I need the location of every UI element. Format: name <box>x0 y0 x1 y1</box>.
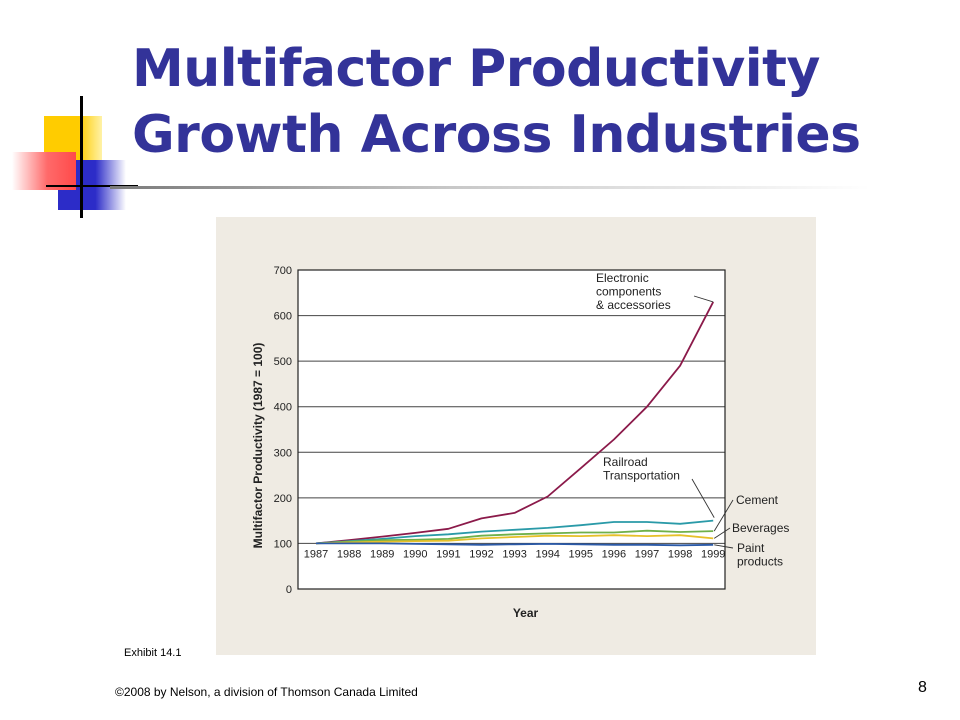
series-label-0: Electronic <box>596 271 649 285</box>
x-tick-label: 1993 <box>502 548 526 560</box>
y-tick-label: 400 <box>274 402 292 414</box>
x-tick-label: 1994 <box>535 548 559 560</box>
series-line-0 <box>315 301 714 545</box>
x-tick-label: 1997 <box>635 548 659 560</box>
exhibit-label: Exhibit 14.1 <box>124 647 182 659</box>
leader-line-0 <box>693 295 714 303</box>
horizontal-line <box>46 185 138 187</box>
x-tick-label: 1996 <box>602 548 626 560</box>
y-tick-label: 700 <box>274 265 292 277</box>
x-axis-title: Year <box>513 606 539 620</box>
leader-line-1 <box>691 478 715 518</box>
series-label-3: Beverages <box>732 521 789 535</box>
title-divider <box>110 186 870 189</box>
y-tick-label: 600 <box>274 311 292 323</box>
x-tick-label: 1998 <box>668 548 692 560</box>
y-tick-label: 0 <box>286 584 292 596</box>
x-tick-label: 1988 <box>337 548 361 560</box>
vertical-line <box>80 96 83 218</box>
red-square <box>12 152 76 190</box>
chart-panel: 0 100 200 300 400 500 600 700 1987 1988 1989 1990 19… <box>216 217 816 655</box>
leader-line-3 <box>713 527 731 539</box>
page-number: 8 <box>918 679 927 696</box>
x-tick-label: 1991 <box>436 548 460 560</box>
x-tick-label: 1989 <box>370 548 394 560</box>
y-tick-label: 100 <box>274 538 292 550</box>
line-chart: 0 100 200 300 400 500 600 700 1987 1988 1989 1990 19… <box>251 265 789 620</box>
y-tick-label: 300 <box>274 447 292 459</box>
series-label-0: components <box>596 285 661 299</box>
x-tick-label: 1987 <box>304 548 328 560</box>
series-label-4: Paint <box>737 541 765 555</box>
x-tick-label: 1992 <box>469 548 493 560</box>
series-label-4: products <box>737 555 783 569</box>
series-line-3 <box>315 534 714 545</box>
series-label-2: Cement <box>736 493 779 507</box>
leader-line-4 <box>714 544 734 549</box>
copyright-text: ©2008 by Nelson, a division of Thomson C… <box>115 685 418 699</box>
y-tick-label: 500 <box>274 356 292 368</box>
decorative-logo <box>0 96 140 226</box>
series-line-2 <box>315 529 714 545</box>
plot-border <box>297 269 726 590</box>
x-tick-label: 1990 <box>403 548 427 560</box>
x-tick-label: 1995 <box>569 548 593 560</box>
y-axis-title: Multifactor Productivity (1987 = 100) <box>251 343 265 549</box>
series-line-4 <box>316 542 714 547</box>
series-line-1 <box>315 519 714 545</box>
series-label-1: Railroad <box>603 455 648 469</box>
series-label-1: Transportation <box>603 469 680 483</box>
title-line-2: Growth Across Industries <box>132 105 861 165</box>
x-tick-label: 1999 <box>701 548 725 560</box>
series-label-0: & accessories <box>596 298 671 312</box>
y-tick-label: 200 <box>274 493 292 505</box>
slide-title: Multifactor Productivity Growth Across I… <box>132 36 932 168</box>
leader-line-2 <box>713 499 734 532</box>
title-line-1: Multifactor Productivity <box>132 39 820 99</box>
